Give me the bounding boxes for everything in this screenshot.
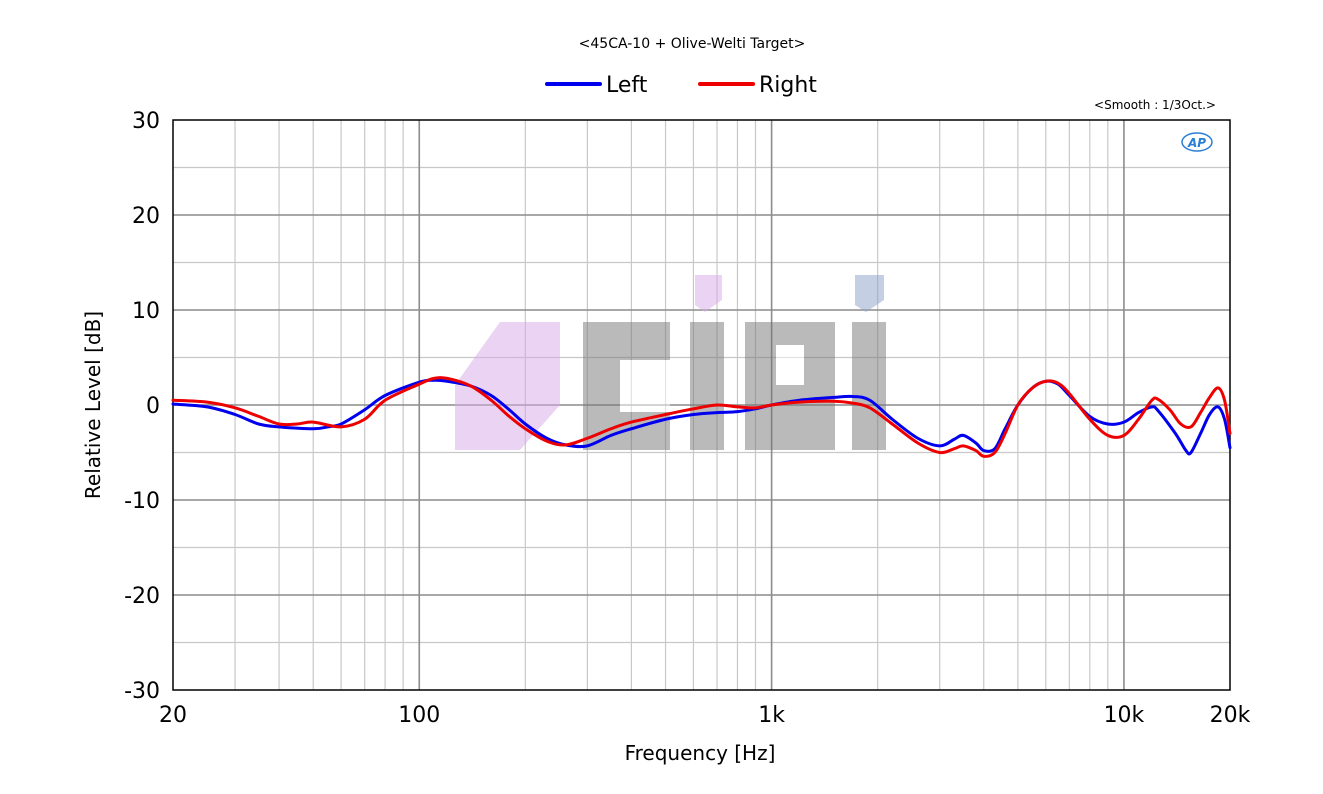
x-tick-label: 100	[398, 703, 440, 728]
svg-text:AP: AP	[1187, 136, 1206, 150]
y-tick-label: -30	[124, 679, 160, 704]
legend: Left Right	[545, 73, 817, 98]
y-axis-label: Relative Level [dB]	[81, 311, 105, 499]
x-axis-label: Frequency [Hz]	[625, 741, 776, 765]
series-line-right	[171, 376, 1232, 458]
y-tick-label: -20	[124, 584, 160, 609]
y-tick-label: 30	[132, 109, 160, 134]
series-line-left	[171, 378, 1232, 456]
legend-label-left: Left	[606, 73, 648, 98]
y-tick-labels: 30 20 10 0 -10 -20 -30	[124, 109, 160, 704]
watermark-logo	[455, 275, 886, 450]
x-tick-label: 20	[159, 703, 187, 728]
ap-logo-icon: AP	[1181, 132, 1213, 152]
x-tick-label: 1k	[758, 703, 785, 728]
y-tick-label: 20	[132, 204, 160, 229]
y-tick-label: -10	[124, 489, 160, 514]
x-tick-labels: 20 100 1k 10k 20k	[159, 703, 1251, 728]
x-tick-label: 10k	[1104, 703, 1145, 728]
chart-title: <45CA-10 + Olive-Welti Target>	[579, 36, 806, 52]
series-layer	[171, 376, 1232, 458]
legend-label-right: Right	[759, 73, 817, 98]
smoothing-note: <Smooth : 1/3Oct.>	[1094, 98, 1216, 112]
x-tick-label: 20k	[1210, 703, 1251, 728]
y-tick-label: 10	[132, 299, 160, 324]
y-tick-label: 0	[146, 394, 160, 419]
